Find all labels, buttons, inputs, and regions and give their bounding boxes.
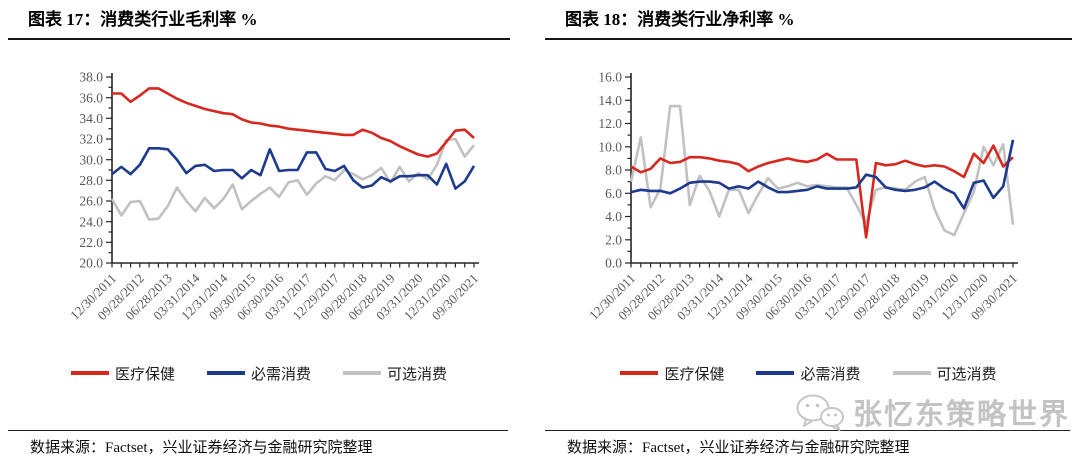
legend-label: 必需消费 bbox=[250, 366, 311, 383]
source-row: 数据来源：Factset，兴业证券经济与金融研究院整理 bbox=[545, 430, 1070, 457]
y-tick-label: 12.0 bbox=[598, 116, 622, 131]
y-tick-label: 24.0 bbox=[79, 214, 103, 229]
legend-item: 可选消费 bbox=[343, 363, 447, 384]
legend-item: 医疗保健 bbox=[620, 363, 724, 384]
legend-item: 必需消费 bbox=[756, 363, 861, 384]
y-tick-label: 4.0 bbox=[605, 209, 622, 224]
legend-swatch bbox=[892, 371, 931, 375]
y-tick-label: 22.0 bbox=[79, 235, 103, 250]
source-text: 数据来源：Factset，兴业证券经济与金融研究院整理 bbox=[567, 440, 910, 456]
legend-label: 可选消费 bbox=[936, 366, 997, 383]
series-line-1 bbox=[111, 147, 476, 190]
y-axis-ticks: 0.0 2.0 4.0 6.0 8.0 10.0 12.0 14.0 16.0 bbox=[598, 70, 631, 271]
wechat-icon bbox=[796, 394, 844, 431]
y-tick-label: 32.0 bbox=[79, 132, 103, 147]
legend-item: 医疗保健 bbox=[70, 363, 175, 384]
y-tick-label: 14.0 bbox=[598, 93, 622, 108]
legend-label: 必需消费 bbox=[800, 366, 861, 383]
y-tick-label: 2.0 bbox=[605, 232, 622, 247]
legend-swatch bbox=[620, 371, 659, 375]
legend-swatch bbox=[206, 371, 245, 375]
y-tick-label: 28.0 bbox=[79, 173, 103, 188]
y-tick-label: 10.0 bbox=[598, 139, 622, 154]
legend-swatch bbox=[756, 371, 795, 375]
y-tick-label: 38.0 bbox=[79, 70, 103, 85]
chart-panel-net-margin: 图表 18：消费类行业净利率 % 0.0 2.0 4.0 6.0 8.0 10.0 12.0… bbox=[545, 0, 1072, 475]
y-tick-label: 16.0 bbox=[598, 70, 622, 85]
title-underline bbox=[8, 38, 510, 40]
legend-swatch bbox=[343, 371, 381, 375]
series-line-2 bbox=[110, 137, 476, 221]
gross-margin-line-chart: 20.0 22.0 24.0 26.0 28.0 30.0 32.0 34.0 36.0 38.0… bbox=[67, 70, 481, 323]
chart-legend: 医疗保健 必需消费 可选消费 bbox=[8, 362, 510, 384]
series-line-0 bbox=[112, 87, 475, 158]
source-row: 数据来源：Factset，兴业证券经济与金融研究院整理 bbox=[8, 430, 508, 457]
chart-legend: 医疗保健 必需消费 可选消费 bbox=[545, 362, 1072, 384]
axes bbox=[630, 73, 1018, 264]
panel-title-gross-margin: 图表 17：消费类行业毛利率 % bbox=[28, 10, 258, 29]
legend-label: 医疗保健 bbox=[664, 366, 725, 383]
legend-item: 可选消费 bbox=[892, 363, 997, 384]
y-tick-label: 34.0 bbox=[79, 111, 103, 126]
legend-label: 医疗保健 bbox=[114, 366, 175, 383]
legend-label: 可选消费 bbox=[387, 366, 448, 383]
y-tick-label: 20.0 bbox=[79, 256, 103, 271]
source-text: 数据来源：Factset，兴业证券经济与金融研究院整理 bbox=[30, 440, 373, 456]
y-axis-ticks: 20.0 22.0 24.0 26.0 28.0 30.0 32.0 34.0 36.0 38.0 bbox=[79, 70, 112, 271]
title-underline bbox=[545, 38, 1072, 40]
series-line-0 bbox=[630, 144, 1014, 239]
watermark-text: 张忆东策略世界 bbox=[852, 399, 1070, 431]
y-tick-label: 8.0 bbox=[605, 163, 622, 178]
series-line-1 bbox=[630, 139, 1015, 210]
watermark: 张忆东策略世界 bbox=[794, 391, 1070, 433]
y-tick-label: 0.0 bbox=[605, 256, 622, 271]
x-axis-ticks: 12/30/201109/28/201206/28/201303/31/2014… bbox=[586, 263, 1020, 323]
axes bbox=[111, 73, 479, 264]
y-tick-label: 26.0 bbox=[79, 194, 103, 209]
y-tick-label: 6.0 bbox=[605, 186, 622, 201]
net-margin-line-chart: 0.0 2.0 4.0 6.0 8.0 10.0 12.0 14.0 16.0 12/30/201… bbox=[586, 70, 1020, 323]
y-tick-label: 36.0 bbox=[79, 90, 103, 105]
chart-panel-gross-margin: 图表 17：消费类行业毛利率 % 20.0 22.0 24.0 26.0 28.0 30.… bbox=[8, 0, 510, 475]
series-line-2 bbox=[629, 104, 1015, 237]
x-axis-ticks: 12/30/201109/28/201206/28/201303/31/2014… bbox=[67, 263, 481, 323]
y-tick-label: 30.0 bbox=[79, 152, 103, 167]
legend-swatch bbox=[70, 371, 109, 375]
legend-item: 必需消费 bbox=[206, 363, 311, 384]
panel-title-net-margin: 图表 18：消费类行业净利率 % bbox=[565, 10, 795, 29]
